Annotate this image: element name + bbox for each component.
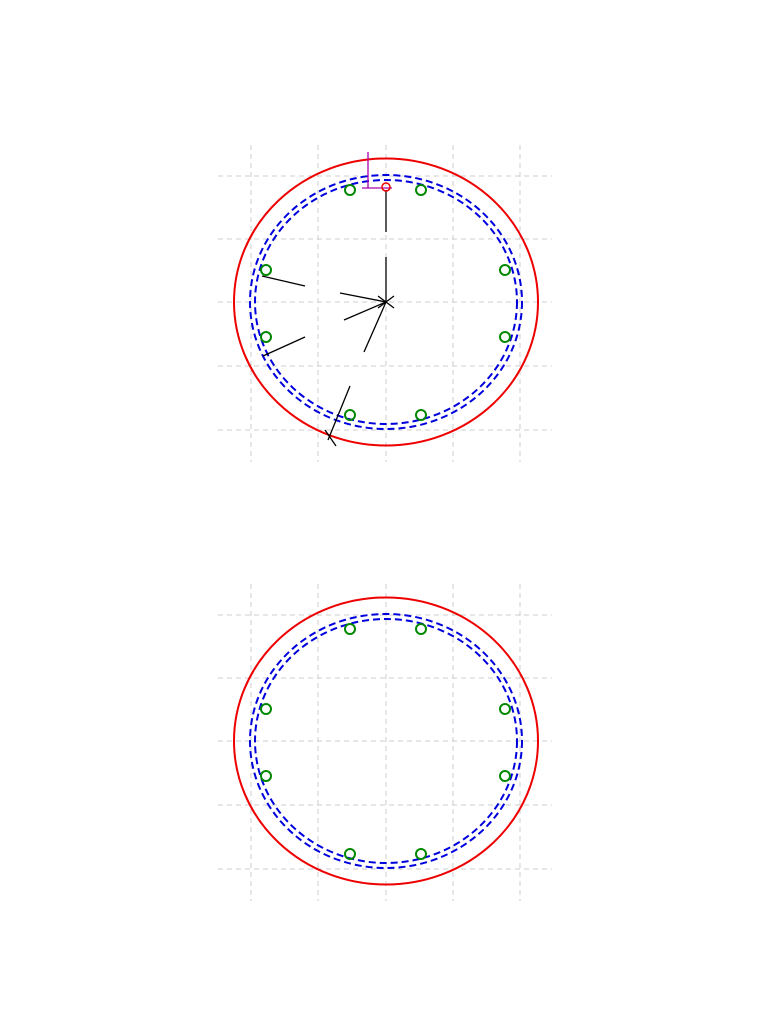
rebar: [260, 264, 272, 276]
rebar: [499, 770, 511, 782]
stirrup-outer: [249, 174, 523, 430]
rebar: [415, 409, 427, 421]
cross-section: [218, 145, 552, 462]
stirrup-outer: [249, 613, 523, 869]
node-mark: [385, 301, 395, 309]
stirrup-inner: [254, 618, 518, 864]
leader-line: [261, 275, 306, 287]
leader-line: [363, 301, 387, 353]
node-mark: [385, 295, 395, 303]
rebar: [260, 331, 272, 343]
rebar: [499, 264, 511, 276]
rebar: [260, 770, 272, 782]
rebar: [415, 848, 427, 860]
cross-section: [218, 584, 552, 901]
rebar: [344, 623, 356, 635]
section-outline: [233, 596, 539, 886]
rebar: [344, 184, 356, 196]
leader-line: [339, 292, 387, 303]
leader-line: [343, 301, 387, 321]
rebar: [499, 331, 511, 343]
node-mark: [377, 295, 387, 303]
leader-line: [262, 336, 306, 357]
leader-line: [324, 429, 337, 447]
rebar: [415, 184, 427, 196]
rebar: [415, 623, 427, 635]
node-mark: [377, 301, 387, 309]
rebar: [344, 848, 356, 860]
rebar: [260, 703, 272, 715]
section-outline: [233, 157, 539, 447]
rebar: [344, 409, 356, 421]
rebar: [499, 703, 511, 715]
leader-line: [327, 385, 351, 441]
stirrup-inner: [254, 179, 518, 425]
origin-marker: [381, 182, 391, 192]
